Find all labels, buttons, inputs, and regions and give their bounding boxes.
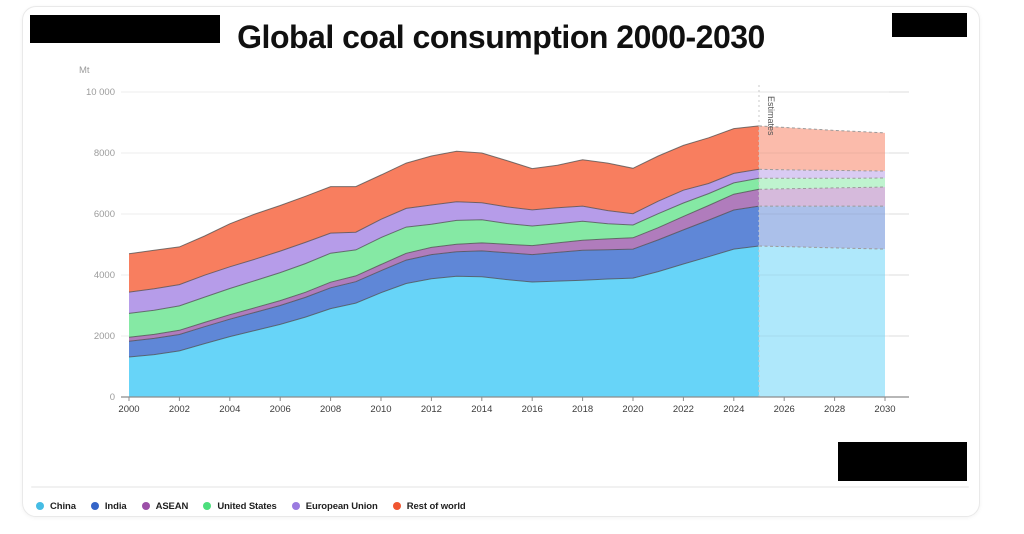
x-tick-label: 2004 <box>219 404 240 415</box>
chart-card: Global coal consumption 2000-2030 Mt 0 200… <box>22 6 980 517</box>
x-tick-label: 2022 <box>673 404 694 415</box>
legend-item-china[interactable]: China <box>36 501 76 512</box>
x-tick-label: 2002 <box>169 404 190 415</box>
x-tick-label: 2024 <box>723 404 744 415</box>
band-outline <box>128 188 760 338</box>
x-tick-label: 2008 <box>320 404 341 415</box>
x-tick-label: 2000 <box>118 404 139 415</box>
x-tick-label: 2026 <box>774 404 795 415</box>
redaction-box <box>892 13 967 37</box>
estimates-overlay <box>759 84 889 397</box>
area-band-rest-of-world <box>129 125 885 293</box>
legend-label: Rest of world <box>406 500 466 512</box>
area-band-india <box>129 206 885 357</box>
rest-of-world-color-dot-icon <box>392 502 401 510</box>
area-band-china <box>129 246 885 397</box>
china-color-dot-icon <box>36 502 44 510</box>
legend-label: India <box>104 500 127 512</box>
y-tick-label: 8000 <box>94 148 115 159</box>
estimates-label: Estimates <box>766 96 776 136</box>
legend-label: China <box>50 500 76 512</box>
chart-title: Global coal consumption 2000-2030 <box>237 19 765 55</box>
band-outline-estimate <box>758 125 886 134</box>
band-outline <box>128 168 760 293</box>
x-tick-label: 2020 <box>622 404 643 415</box>
legend: China India ASEAN United States European… <box>36 495 466 517</box>
area-band-asean <box>129 187 885 342</box>
legend-item-rest-of-world[interactable]: Rest of world <box>392 500 466 512</box>
y-tick-label: 2000 <box>94 331 115 342</box>
x-tick-label: 2012 <box>421 404 442 415</box>
redaction-box <box>838 442 967 481</box>
band-outline-estimate <box>758 186 886 190</box>
legend-item-india[interactable]: India <box>90 500 127 512</box>
x-tick-label: 2006 <box>270 404 291 415</box>
x-tick-label: 2028 <box>824 404 845 415</box>
asean-color-dot-icon <box>141 502 150 510</box>
legend-label: United States <box>217 500 277 512</box>
x-tick-label: 2018 <box>572 404 593 415</box>
area-band-united-states <box>129 178 885 338</box>
legend-label: European Union <box>305 500 378 512</box>
band-outline <box>128 205 760 342</box>
band-outline-estimate <box>758 245 886 250</box>
legend-divider <box>31 486 969 488</box>
y-tick-label: 6000 <box>94 209 115 220</box>
band-outline <box>128 245 760 358</box>
x-tick-label: 2014 <box>471 404 492 415</box>
band-outline-estimate <box>758 168 886 172</box>
y-tick-label: 4000 <box>94 270 115 281</box>
legend-item-united-states[interactable]: United States <box>203 500 277 512</box>
united-states-color-dot-icon <box>203 502 212 510</box>
european-union-color-dot-icon <box>291 502 300 510</box>
redaction-box <box>30 15 220 43</box>
x-tick-label: 2016 <box>522 404 543 415</box>
band-outline <box>128 177 760 314</box>
x-tick-label: 2010 <box>370 404 391 415</box>
legend-item-european-union[interactable]: European Union <box>291 500 378 512</box>
y-tick-label: 0 <box>110 392 115 403</box>
india-color-dot-icon <box>90 502 99 510</box>
y-tick-label: 10 000 <box>86 87 115 98</box>
legend-label: ASEAN <box>155 500 189 512</box>
band-outline <box>128 125 760 255</box>
x-tick-label: 2030 <box>874 404 895 415</box>
y-axis-unit: Mt <box>79 65 90 76</box>
legend-item-asean[interactable]: ASEAN <box>141 500 189 512</box>
